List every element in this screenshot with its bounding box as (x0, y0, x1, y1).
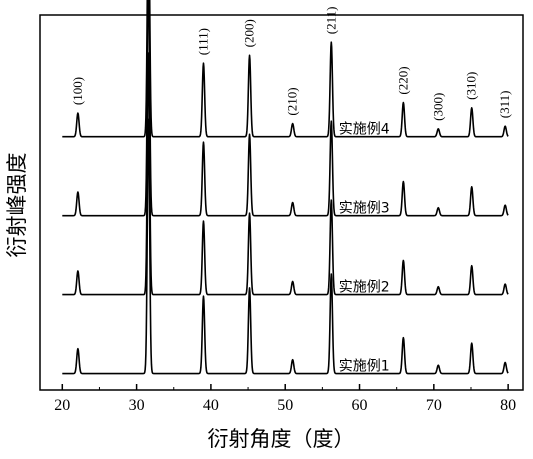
peak-label: (200) (242, 19, 257, 47)
x-tick-label: 20 (54, 397, 70, 414)
series-line (61, 0, 509, 217)
series-line (61, 118, 509, 375)
x-axis-ticks: 20 30 40 50 60 70 80 (54, 384, 516, 414)
peak-label: (220) (395, 66, 410, 94)
series-label: 实施例3 (339, 201, 390, 217)
x-tick-label: 70 (426, 397, 442, 414)
series-line (61, 0, 509, 138)
peak-label: (111) (195, 28, 210, 55)
series-labels: 实施例1 实施例2 实施例3 实施例4 (339, 122, 390, 375)
peak-label: (211) (323, 7, 338, 35)
y-axis-title: 衍射峰强度 (5, 153, 29, 258)
peak-label: (300) (430, 93, 445, 121)
x-tick-label: 40 (203, 397, 219, 414)
series-label: 实施例1 (339, 359, 390, 375)
x-tick-label: 50 (277, 397, 293, 414)
peak-labels: (100)(110)(111)(200)(210)(211)(220)(300)… (70, 7, 512, 121)
series-label: 实施例2 (339, 280, 390, 296)
peak-label: (210) (285, 87, 300, 115)
plot-frame (39, 14, 524, 391)
x-tick-label: 80 (500, 397, 516, 414)
peak-label: (100) (70, 77, 85, 105)
series-label: 实施例4 (339, 122, 390, 138)
x-axis-title: 衍射角度（度） (208, 427, 355, 451)
series-line (61, 52, 509, 296)
x-tick-label: 60 (352, 397, 368, 414)
peak-label: (311) (497, 91, 512, 119)
series-lines (61, 0, 509, 375)
x-tick-label: 30 (129, 397, 145, 414)
peak-label: (310) (464, 72, 479, 100)
